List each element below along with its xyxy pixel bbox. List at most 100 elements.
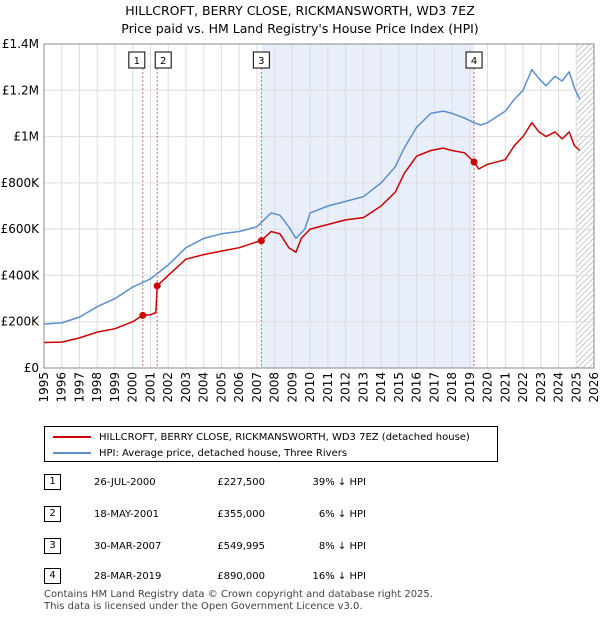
legend-label-hpi: HPI: Average price, detached house, Thre… [99, 447, 348, 459]
x-tick-label: 2012 [339, 372, 353, 403]
legend-label-property: HILLCROFT, BERRY CLOSE, RICKMANSWORTH, W… [99, 431, 470, 443]
shaded-period [261, 44, 475, 368]
sale-label: 2 [154, 51, 172, 69]
legend-item-property: HILLCROFT, BERRY CLOSE, RICKMANSWORTH, W… [53, 430, 470, 444]
x-tick-label: 2016 [410, 372, 424, 403]
sale-point [139, 311, 147, 319]
x-tick-label: 1996 [55, 372, 69, 403]
sale-marker-lines [142, 68, 475, 368]
sale-label-box [128, 51, 146, 69]
plot-frame [43, 43, 595, 369]
y-tick-label: £800K [1, 176, 41, 190]
sale-labels: 1 2 3 4 [128, 51, 483, 69]
series-line-hpi [43, 68, 581, 325]
sale-date: 30-MAR-2007 [94, 541, 162, 552]
chart-title: HILLCROFT, BERRY CLOSE, RICKMANSWORTH, W… [125, 3, 475, 18]
hatch-layer [576, 44, 594, 368]
sale-label-box [252, 51, 270, 69]
x-tick-label: 2008 [268, 372, 282, 403]
legend-swatch-hpi [53, 452, 91, 454]
sale-date: 18-MAY-2001 [94, 509, 160, 520]
sale-label-box [154, 51, 172, 69]
sale-hpi-diff: 8% ↓ HPI [318, 541, 366, 552]
sale-label: 3 [252, 51, 270, 69]
y-tick-label: £200K [1, 315, 41, 329]
x-tick-label: 2019 [463, 372, 477, 403]
x-tick-label: 2022 [516, 372, 530, 403]
x-tick-label: 1998 [90, 372, 104, 403]
series-layer [43, 68, 581, 344]
sale-number-badge: 3 [44, 538, 61, 554]
sale-row: 3 30-MAR-2007 £549,995 8% ↓ HPI [44, 538, 464, 556]
sale-number-badge: 4 [44, 568, 61, 584]
sale-label-text: 4 [471, 56, 477, 67]
x-tick-label: 2001 [143, 372, 157, 403]
hatched-region [576, 44, 594, 368]
x-tick-label: 2020 [481, 372, 495, 403]
x-tick-label: 1999 [108, 372, 122, 403]
sale-hpi-diff: 39% ↓ HPI [312, 477, 366, 488]
sale-point [470, 158, 478, 166]
x-tick-label: 2021 [498, 372, 512, 403]
sale-row: 4 28-MAR-2019 £890,000 16% ↓ HPI [44, 568, 464, 586]
sale-label-box [465, 51, 483, 69]
sale-hpi-diff: 6% ↓ HPI [318, 509, 366, 520]
x-tick-label: 2002 [161, 372, 175, 403]
x-tick-label: 2000 [126, 372, 140, 403]
x-tick-label: 2003 [179, 372, 193, 403]
x-tick-label: 2006 [232, 372, 246, 403]
sale-price: £549,995 [217, 541, 265, 552]
price-chart: 1 2 3 4 £0 £200K £400K £600K £800K £1M £1.2M £1.4M… [1, 37, 600, 403]
footer-licence: This data is licensed under the Open Gov… [44, 601, 363, 612]
sale-point [153, 282, 161, 290]
x-tick-label: 2005 [214, 372, 228, 403]
x-tick-label: 2007 [250, 372, 264, 403]
sale-price: £227,500 [217, 477, 265, 488]
x-tick-label: 1995 [37, 372, 51, 403]
y-tick-label: £600K [1, 222, 41, 236]
sale-row: 2 18-MAY-2001 £355,000 6% ↓ HPI [44, 506, 464, 524]
sale-label-text: 2 [160, 56, 166, 67]
legend-item-hpi: HPI: Average price, detached house, Thre… [53, 446, 347, 460]
sale-points [139, 158, 478, 319]
x-tick-label: 2025 [569, 372, 583, 403]
y-tick-label: £400K [1, 268, 41, 282]
x-tick-label: 2024 [552, 372, 566, 403]
sale-label: 4 [465, 51, 483, 69]
legend-swatch-property [53, 436, 91, 438]
axis-layer: £0 £200K £400K £600K £800K £1M £1.2M £1.4M 1995 1… [1, 37, 600, 403]
sale-label: 1 [128, 51, 146, 69]
sale-hpi-diff: 16% ↓ HPI [312, 571, 366, 582]
x-tick-label: 2015 [392, 372, 406, 403]
legend: HILLCROFT, BERRY CLOSE, RICKMANSWORTH, W… [44, 426, 498, 462]
sale-number-badge: 1 [44, 474, 61, 490]
sale-date: 26-JUL-2000 [94, 477, 156, 488]
x-tick-label: 2010 [303, 372, 317, 403]
y-tick-label: £0 [24, 361, 39, 375]
x-tick-label: 2017 [427, 372, 441, 403]
x-tick-label: 2004 [197, 372, 211, 403]
y-tick-label: £1M [13, 130, 39, 144]
y-tick-label: £1.2M [2, 83, 39, 97]
shaded-span-layer [261, 44, 475, 368]
chart-subtitle: Price paid vs. HM Land Registry's House … [121, 21, 479, 36]
x-tick-label: 2023 [534, 372, 548, 403]
x-tick-label: 2009 [285, 372, 299, 403]
y-tick-label: £1.4M [2, 37, 39, 51]
sale-price: £890,000 [217, 571, 265, 582]
sale-label-text: 3 [258, 56, 264, 67]
sale-number-badge: 2 [44, 506, 61, 522]
footer-copyright: Contains HM Land Registry data © Crown c… [44, 589, 433, 600]
sale-row: 1 26-JUL-2000 £227,500 39% ↓ HPI [44, 474, 464, 492]
series-line-property [43, 121, 581, 344]
x-tick-label: 2018 [445, 372, 459, 403]
x-tick-label: 2026 [587, 372, 600, 403]
sale-point [257, 237, 265, 245]
x-tick-label: 2014 [374, 372, 388, 403]
sale-date: 28-MAR-2019 [94, 571, 162, 582]
x-tick-label: 2011 [321, 372, 335, 403]
sale-label-text: 1 [134, 56, 140, 67]
x-tick-label: 2013 [356, 372, 370, 403]
x-tick-label: 1997 [72, 372, 86, 403]
sale-price: £355,000 [217, 509, 265, 520]
